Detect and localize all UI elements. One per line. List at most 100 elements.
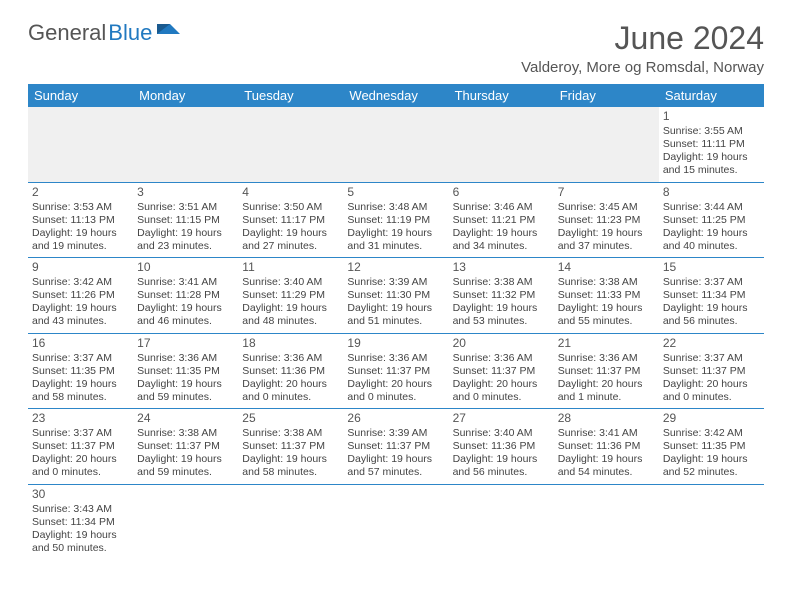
cell-sunset: Sunset: 11:37 PM <box>663 365 760 378</box>
cell-daylight2: and 1 minute. <box>558 391 655 404</box>
cell-daylight2: and 0 minutes. <box>663 391 760 404</box>
cell-sunrise: Sunrise: 3:36 AM <box>137 352 234 365</box>
cell-daylight2: and 56 minutes. <box>663 315 760 328</box>
cell-sunset: Sunset: 11:35 PM <box>137 365 234 378</box>
calendar-cell <box>659 484 764 559</box>
calendar-cell: 2Sunrise: 3:53 AMSunset: 11:13 PMDayligh… <box>28 182 133 258</box>
cell-daylight1: Daylight: 20 hours <box>347 378 444 391</box>
cell-daylight1: Daylight: 20 hours <box>32 453 129 466</box>
day-number: 20 <box>453 336 550 351</box>
calendar-cell: 27Sunrise: 3:40 AMSunset: 11:36 PMDaylig… <box>449 409 554 485</box>
cell-sunrise: Sunrise: 3:37 AM <box>663 276 760 289</box>
calendar-cell: 26Sunrise: 3:39 AMSunset: 11:37 PMDaylig… <box>343 409 448 485</box>
day-number: 15 <box>663 260 760 275</box>
cell-sunset: Sunset: 11:35 PM <box>32 365 129 378</box>
page-header: GeneralBlue June 2024 Valderoy, More og … <box>28 20 764 76</box>
cell-daylight1: Daylight: 19 hours <box>347 227 444 240</box>
calendar-cell: 19Sunrise: 3:36 AMSunset: 11:37 PMDaylig… <box>343 333 448 409</box>
day-number: 22 <box>663 336 760 351</box>
day-number: 8 <box>663 185 760 200</box>
cell-daylight2: and 31 minutes. <box>347 240 444 253</box>
cell-daylight1: Daylight: 19 hours <box>32 302 129 315</box>
cell-sunset: Sunset: 11:19 PM <box>347 214 444 227</box>
cell-sunset: Sunset: 11:33 PM <box>558 289 655 302</box>
cell-sunset: Sunset: 11:37 PM <box>453 365 550 378</box>
cell-sunset: Sunset: 11:29 PM <box>242 289 339 302</box>
day-number: 30 <box>32 487 129 502</box>
cell-sunrise: Sunrise: 3:41 AM <box>558 427 655 440</box>
calendar-cell: 17Sunrise: 3:36 AMSunset: 11:35 PMDaylig… <box>133 333 238 409</box>
cell-daylight1: Daylight: 19 hours <box>453 227 550 240</box>
cell-sunrise: Sunrise: 3:46 AM <box>453 201 550 214</box>
calendar-cell: 14Sunrise: 3:38 AMSunset: 11:33 PMDaylig… <box>554 258 659 334</box>
day-number: 25 <box>242 411 339 426</box>
cell-daylight1: Daylight: 20 hours <box>663 378 760 391</box>
cell-daylight2: and 27 minutes. <box>242 240 339 253</box>
cell-daylight1: Daylight: 19 hours <box>242 302 339 315</box>
cell-daylight2: and 34 minutes. <box>453 240 550 253</box>
cell-daylight2: and 48 minutes. <box>242 315 339 328</box>
calendar-cell: 13Sunrise: 3:38 AMSunset: 11:32 PMDaylig… <box>449 258 554 334</box>
cell-daylight2: and 40 minutes. <box>663 240 760 253</box>
calendar-cell: 3Sunrise: 3:51 AMSunset: 11:15 PMDayligh… <box>133 182 238 258</box>
calendar-table: Sunday Monday Tuesday Wednesday Thursday… <box>28 84 764 559</box>
cell-sunset: Sunset: 11:30 PM <box>347 289 444 302</box>
cell-daylight2: and 23 minutes. <box>137 240 234 253</box>
cell-sunset: Sunset: 11:25 PM <box>663 214 760 227</box>
cell-sunset: Sunset: 11:17 PM <box>242 214 339 227</box>
day-number: 2 <box>32 185 129 200</box>
calendar-cell <box>449 107 554 182</box>
cell-sunrise: Sunrise: 3:36 AM <box>558 352 655 365</box>
day-number: 23 <box>32 411 129 426</box>
day-number: 4 <box>242 185 339 200</box>
day-number: 13 <box>453 260 550 275</box>
cell-sunrise: Sunrise: 3:42 AM <box>32 276 129 289</box>
cell-sunrise: Sunrise: 3:37 AM <box>32 352 129 365</box>
cell-daylight1: Daylight: 19 hours <box>663 302 760 315</box>
cell-daylight2: and 15 minutes. <box>663 164 760 177</box>
calendar-body: 1Sunrise: 3:55 AMSunset: 11:11 PMDayligh… <box>28 107 764 559</box>
cell-sunset: Sunset: 11:26 PM <box>32 289 129 302</box>
cell-sunrise: Sunrise: 3:38 AM <box>558 276 655 289</box>
calendar-week: 9Sunrise: 3:42 AMSunset: 11:26 PMDayligh… <box>28 258 764 334</box>
title-block: June 2024 Valderoy, More og Romsdal, Nor… <box>521 20 764 76</box>
day-header: Tuesday <box>238 84 343 107</box>
cell-sunset: Sunset: 11:37 PM <box>242 440 339 453</box>
cell-daylight2: and 0 minutes. <box>32 466 129 479</box>
cell-sunrise: Sunrise: 3:39 AM <box>347 427 444 440</box>
cell-daylight1: Daylight: 19 hours <box>242 453 339 466</box>
cell-daylight2: and 55 minutes. <box>558 315 655 328</box>
calendar-cell <box>343 484 448 559</box>
cell-daylight1: Daylight: 19 hours <box>32 227 129 240</box>
cell-sunrise: Sunrise: 3:41 AM <box>137 276 234 289</box>
cell-daylight1: Daylight: 19 hours <box>32 529 129 542</box>
day-header: Friday <box>554 84 659 107</box>
day-number: 10 <box>137 260 234 275</box>
cell-daylight2: and 0 minutes. <box>453 391 550 404</box>
cell-sunset: Sunset: 11:32 PM <box>453 289 550 302</box>
day-number: 3 <box>137 185 234 200</box>
cell-sunrise: Sunrise: 3:45 AM <box>558 201 655 214</box>
calendar-cell: 12Sunrise: 3:39 AMSunset: 11:30 PMDaylig… <box>343 258 448 334</box>
cell-sunrise: Sunrise: 3:38 AM <box>453 276 550 289</box>
cell-sunset: Sunset: 11:35 PM <box>663 440 760 453</box>
calendar-cell: 29Sunrise: 3:42 AMSunset: 11:35 PMDaylig… <box>659 409 764 485</box>
cell-daylight2: and 37 minutes. <box>558 240 655 253</box>
calendar-week: 1Sunrise: 3:55 AMSunset: 11:11 PMDayligh… <box>28 107 764 182</box>
cell-daylight2: and 0 minutes. <box>242 391 339 404</box>
day-number: 28 <box>558 411 655 426</box>
cell-daylight2: and 19 minutes. <box>32 240 129 253</box>
logo: GeneralBlue <box>28 20 182 46</box>
cell-sunrise: Sunrise: 3:48 AM <box>347 201 444 214</box>
cell-daylight2: and 43 minutes. <box>32 315 129 328</box>
cell-sunrise: Sunrise: 3:36 AM <box>453 352 550 365</box>
calendar-cell <box>238 107 343 182</box>
day-number: 14 <box>558 260 655 275</box>
calendar-cell: 11Sunrise: 3:40 AMSunset: 11:29 PMDaylig… <box>238 258 343 334</box>
cell-daylight2: and 50 minutes. <box>32 542 129 555</box>
cell-sunrise: Sunrise: 3:38 AM <box>137 427 234 440</box>
location-subtitle: Valderoy, More og Romsdal, Norway <box>521 59 764 76</box>
calendar-week: 23Sunrise: 3:37 AMSunset: 11:37 PMDaylig… <box>28 409 764 485</box>
calendar-cell: 6Sunrise: 3:46 AMSunset: 11:21 PMDayligh… <box>449 182 554 258</box>
cell-sunrise: Sunrise: 3:51 AM <box>137 201 234 214</box>
